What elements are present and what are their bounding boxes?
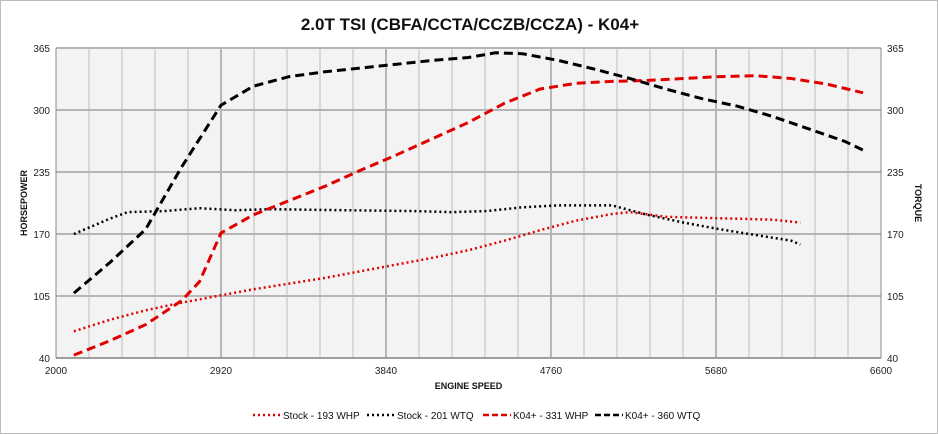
y-tick-label: 365	[33, 44, 50, 55]
y2-tick-label: 300	[887, 106, 904, 117]
y-tick-label: 170	[33, 230, 50, 241]
y-tick-label: 300	[33, 106, 50, 117]
legend-label-3: K04+ - 360 WTQ	[625, 411, 701, 422]
series-line-2	[73, 74, 864, 357]
y2-axis-label: TORQUE	[913, 184, 923, 222]
plot-area	[56, 48, 881, 358]
legend-label-1: Stock - 201 WTQ	[397, 411, 474, 422]
series-line-3	[72, 51, 864, 295]
x-tick-label: 5680	[705, 366, 728, 377]
y-tick-label: 235	[33, 168, 50, 179]
y2-tick-label: 365	[887, 44, 904, 55]
x-tick-label: 2920	[210, 366, 233, 377]
legend-label-2: K04+ - 331 WHP	[513, 411, 589, 422]
y-tick-label: 105	[33, 292, 50, 303]
y2-tick-label: 105	[887, 292, 904, 303]
y2-tick-label: 235	[887, 168, 904, 179]
chart-title: 2.0T TSI (CBFA/CCTA/CCZB/CCZA) - K04+	[300, 15, 640, 34]
x-tick-label: 6600	[870, 366, 893, 377]
x-tick-label: 2000	[45, 366, 68, 377]
y-axis-label: HORSEPOWER	[19, 170, 29, 237]
x-tick-label: 4760	[540, 366, 563, 377]
y2-tick-label: 170	[887, 230, 904, 241]
series-line-1	[73, 204, 801, 246]
legend-label-0: Stock - 193 WHP	[283, 411, 360, 422]
x-tick-label: 3840	[375, 366, 398, 377]
y2-tick-label: 40	[887, 354, 899, 365]
x-axis-label: ENGINE SPEED	[435, 381, 503, 391]
y-tick-label: 40	[39, 354, 51, 365]
